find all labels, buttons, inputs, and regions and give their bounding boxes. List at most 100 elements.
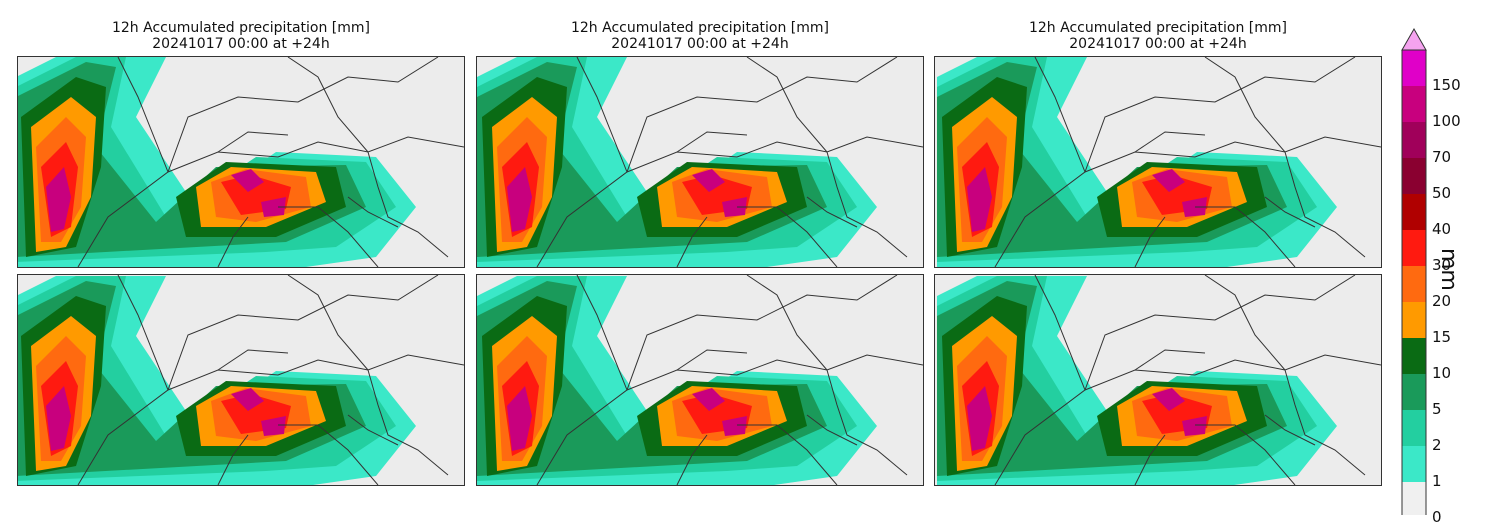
colorbar-segment [1402, 302, 1426, 338]
country-border [737, 424, 838, 485]
country-border [1204, 57, 1286, 153]
colorbar-tick-label: 5 [1432, 400, 1442, 418]
colorbar-segment [1402, 194, 1426, 230]
country-border [626, 57, 898, 173]
precip-field-30 [502, 142, 752, 237]
precip-field-30 [41, 142, 291, 237]
country-border [367, 151, 449, 258]
colorbar-extend-arrow [1401, 28, 1427, 51]
country-border [806, 196, 858, 228]
country-border [77, 136, 464, 267]
colorbar-segment [1402, 230, 1426, 266]
map-panel-5 [476, 274, 924, 486]
colorbar-tick-label: 150 [1432, 76, 1461, 94]
precip-field-30 [502, 361, 752, 456]
map-svg [477, 57, 923, 267]
map-panel-4 [17, 274, 465, 486]
colorbar-segment [1402, 374, 1426, 410]
country-border [536, 136, 923, 267]
colorbar-tick-label: 40 [1432, 220, 1452, 238]
colorbar-segment [1402, 158, 1426, 194]
precip-field-30 [962, 361, 1212, 456]
country-border [676, 434, 708, 485]
colorbar-tick-label: 70 [1432, 148, 1452, 166]
country-border [826, 369, 908, 476]
panel-title-line1: 12h Accumulated precipitation [mm] [111, 20, 370, 36]
country-border [1195, 424, 1296, 485]
panel-title-3: 12h Accumulated precipitation [mm] 20241… [934, 20, 1382, 52]
map-panel-3 [934, 56, 1382, 268]
country-border [217, 131, 289, 153]
country-border [287, 57, 369, 153]
country-border [1034, 275, 1086, 391]
country-border [576, 57, 628, 173]
map-svg [477, 275, 923, 485]
colorbar-tick-label: 1 [1432, 472, 1442, 490]
country-border [278, 206, 379, 267]
map-svg [937, 57, 1381, 267]
panel-title-1: 12h Accumulated precipitation [mm] 20241… [17, 20, 465, 52]
colorbar-tick-label: 2 [1432, 436, 1442, 454]
panel-title-line1: 12h Accumulated precipitation [mm] [1028, 20, 1287, 36]
country-border [806, 414, 858, 446]
country-border [1084, 275, 1356, 391]
country-border [287, 275, 369, 371]
country-border [217, 434, 249, 485]
country-border [217, 216, 249, 267]
country-border [676, 216, 708, 267]
country-border [676, 131, 748, 153]
country-border [167, 275, 439, 391]
country-border [1195, 206, 1296, 267]
country-border [1084, 57, 1356, 173]
country-border [117, 275, 169, 391]
country-border [1134, 434, 1166, 485]
country-border [77, 354, 464, 485]
country-border [626, 275, 898, 391]
map-svg [937, 275, 1381, 485]
colorbar-tick-label: 10 [1432, 364, 1452, 382]
colorbar-tick-label: 15 [1432, 328, 1452, 346]
country-border [746, 275, 828, 371]
panel-title-line2: 20241017 00:00 at +24h [611, 36, 789, 52]
colorbar-outline [1401, 49, 1427, 515]
country-border [826, 151, 908, 258]
colorbar-tick-label: 20 [1432, 292, 1452, 310]
colorbar-segment [1402, 266, 1426, 302]
colorbar-tick-label: 30 [1432, 256, 1452, 274]
colorbar-svg [1401, 28, 1427, 515]
colorbar-tick-label: 100 [1432, 112, 1461, 130]
precip-field-30 [41, 361, 291, 456]
precip-field-30 [962, 142, 1212, 237]
country-border [367, 369, 449, 476]
map-panel-2 [476, 56, 924, 268]
country-border [746, 57, 828, 153]
country-border [167, 57, 439, 173]
map-panel-6 [934, 274, 1382, 486]
panel-title-line2: 20241017 00:00 at +24h [1069, 36, 1247, 52]
country-border [347, 414, 399, 446]
colorbar-segment [1402, 446, 1426, 482]
country-border [536, 354, 923, 485]
map-svg [18, 275, 464, 485]
panel-title-line1: 12h Accumulated precipitation [mm] [570, 20, 829, 36]
country-border [576, 275, 628, 391]
colorbar-label: mm [1436, 248, 1461, 291]
country-border [1034, 57, 1086, 173]
country-border [278, 424, 379, 485]
colorbar-segment [1402, 410, 1426, 446]
map-panel-1 [17, 56, 465, 268]
country-border [994, 354, 1381, 485]
country-border [676, 349, 748, 371]
country-border [1204, 275, 1286, 371]
country-border [1134, 349, 1206, 371]
colorbar-segment [1402, 122, 1426, 158]
country-border [1134, 131, 1206, 153]
colorbar-tick-label: 0 [1432, 508, 1442, 526]
colorbar-segment [1402, 50, 1426, 86]
map-svg [18, 57, 464, 267]
panel-title-2: 12h Accumulated precipitation [mm] 20241… [476, 20, 924, 52]
country-border [217, 349, 289, 371]
country-border [737, 206, 838, 267]
colorbar-segment [1402, 338, 1426, 374]
country-border [1284, 151, 1366, 258]
